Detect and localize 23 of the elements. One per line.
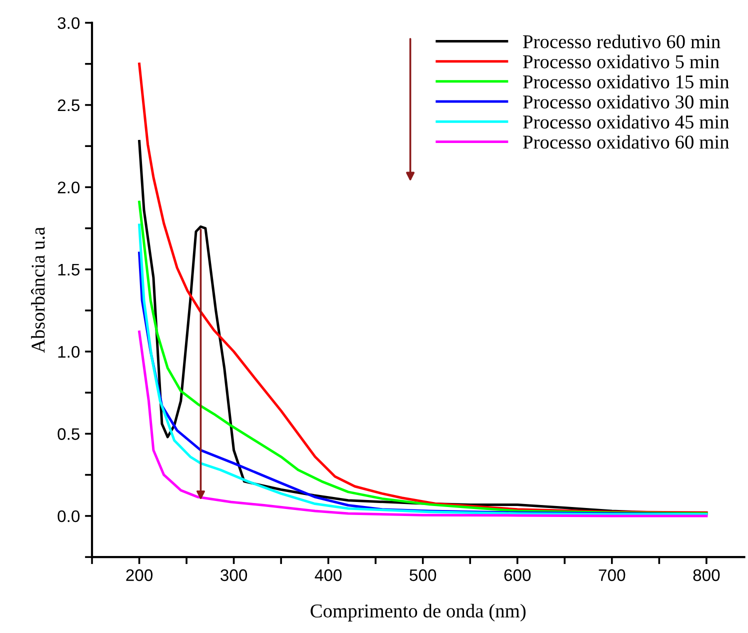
y-axis-title: Absorbância u.a: [31, 227, 45, 353]
x-tick-label: 600: [504, 569, 531, 582]
x-tick-label: 500: [410, 569, 436, 582]
y-tick-label: 0.0: [58, 510, 80, 522]
y-tick-label: 0.5: [58, 428, 80, 440]
y-tick-label: 1.0: [58, 346, 80, 358]
x-tick-label: 300: [220, 569, 248, 582]
x-tick-label: 700: [598, 569, 626, 582]
legend-label: Processo oxidativo 30 min: [523, 94, 730, 109]
legend-label: Processo oxidativo 45 min: [523, 114, 730, 129]
legend-label: Processo oxidativo 15 min: [523, 74, 730, 88]
y-tick-label: 2.5: [58, 99, 80, 112]
legend-label: Processo redutivo 60 min: [523, 34, 720, 48]
x-tick-label: 800: [693, 569, 720, 582]
legend-label: Processo oxidativo 5 min: [523, 54, 720, 68]
y-tick-label: 1.5: [58, 264, 80, 276]
legend-label: Processo oxidativo 60 min: [523, 135, 730, 149]
y-tick-label: 3.0: [58, 17, 80, 29]
x-axis-title: Comprimento de onda (nm): [310, 604, 526, 622]
x-tick-label: 400: [314, 569, 342, 582]
line-series: [138, 330, 708, 518]
x-tick-label: 200: [126, 569, 153, 582]
y-tick-label: 2.0: [58, 182, 80, 194]
